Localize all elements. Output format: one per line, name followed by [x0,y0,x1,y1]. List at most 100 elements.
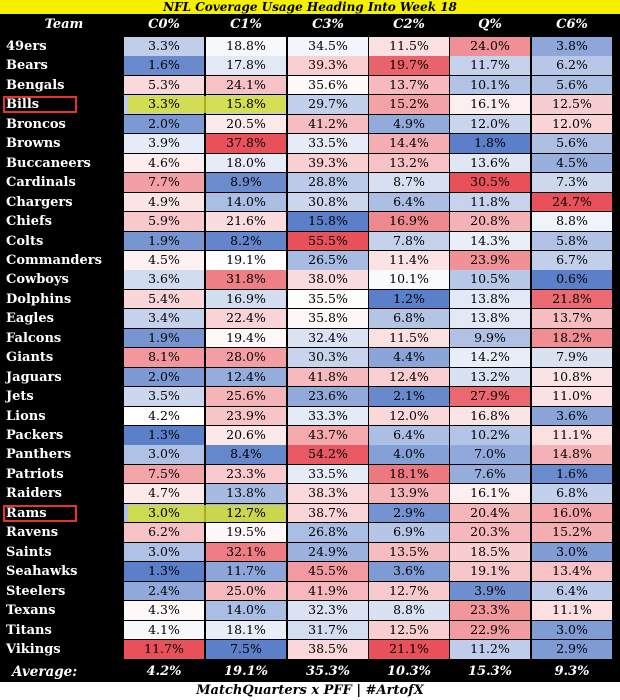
data-cell: 10.5% [450,270,530,289]
data-cell: 23.3% [206,464,286,484]
data-cell: 24.9% [288,542,368,562]
data-cell: 5.6% [532,134,612,153]
data-cell: 1.3% [124,562,204,581]
column-header: C3% [312,17,344,32]
data-cell: 25.0% [206,581,286,601]
data-cell: 24.1% [206,75,286,95]
data-cell: 2.9% [369,503,449,523]
team-name: Falcons [6,330,62,346]
data-cell: 10.8% [532,367,612,387]
data-cell: 20.3% [450,523,530,542]
team-name: Giants [6,350,54,366]
data-cell: 7.6% [450,464,530,484]
average-value: 15.3% [467,664,512,679]
team-name: Browns [6,136,61,152]
data-cell: 0.6% [532,270,612,289]
data-cell: 20.4% [450,503,530,523]
data-cell: 4.0% [369,445,449,465]
average-value: 4.2% [146,664,182,679]
data-cell: 11.2% [450,639,530,659]
data-cell: 12.4% [369,367,449,387]
data-cell: 37.8% [206,134,286,153]
data-cell: 7.5% [124,464,204,484]
data-cell: 1.3% [124,426,204,445]
column-header: C2% [393,17,425,32]
data-cell: 21.6% [206,212,286,231]
data-cell: 30.5% [450,173,530,192]
team-name: Commanders [6,252,102,268]
data-cell: 32.4% [288,328,368,348]
data-cell: 19.7% [369,56,449,76]
data-cell: 11.5% [369,37,449,56]
data-cell: 33.5% [288,134,368,153]
data-cell: 7.8% [369,231,449,251]
data-cell: 14.3% [450,231,530,251]
data-cell: 18.1% [369,464,449,484]
average-value: 35.3% [305,664,350,679]
data-cell: 38.5% [288,639,368,659]
data-cell: 13.7% [369,75,449,95]
team-highlight-box [3,96,77,114]
data-cell: 55.5% [288,231,368,251]
team-name: Saints [6,544,52,560]
data-cell: 18.5% [450,542,530,562]
data-cell: 10.1% [369,270,449,289]
data-cell: 8.8% [532,212,612,231]
data-cell: 1.9% [124,328,204,348]
team-name: Cardinals [6,175,76,191]
team-highlight-box [3,504,77,522]
data-cell: 13.7% [532,309,612,328]
data-cell: 13.8% [206,484,286,503]
data-cell: 14.0% [206,601,286,620]
data-cell: 16.1% [450,484,530,503]
data-cell: 3.5% [124,387,204,406]
team-name: Jets [6,389,34,405]
data-cell: 2.4% [124,581,204,601]
column-header: C0% [148,17,180,32]
data-cell: 11.7% [124,639,204,659]
data-cell: 12.4% [206,367,286,387]
data-cell: 6.8% [532,484,612,503]
highlighted-cell-text: 15.8% [226,96,266,112]
data-cell: 3.3% [124,37,204,56]
data-cell: 19.5% [206,523,286,542]
column-header: C1% [230,17,262,32]
data-cell: 26.5% [288,250,368,270]
chart-title: NFL Coverage Usage Heading Into Week 18 [0,0,620,14]
team-name: Titans [6,622,52,638]
data-cell: 38.7% [288,503,368,523]
data-cell: 4.1% [124,620,204,640]
team-name: Jaguars [6,369,62,385]
data-cell: 24.0% [450,37,530,56]
highlighted-cell-text: 3.3% [148,96,180,112]
data-cell: 19.4% [206,328,286,348]
data-cell: 34.5% [288,37,368,56]
data-cell: 1.6% [532,464,612,484]
data-cell: 22.9% [450,620,530,640]
data-cell: 15.2% [369,95,449,114]
average-value: 10.3% [386,664,431,679]
team-name: Raiders [6,486,62,502]
data-cell: 2.0% [124,114,204,134]
data-cell: 33.3% [288,406,368,426]
data-cell: 1.8% [450,134,530,153]
data-cell: 3.6% [532,406,612,426]
data-cell: 5.4% [124,289,204,309]
data-cell: 24.7% [532,192,612,212]
data-cell: 4.9% [124,192,204,212]
data-cell: 39.3% [288,56,368,76]
data-cell: 23.9% [206,406,286,426]
data-cell: 3.6% [124,270,204,289]
data-cell: 1.2% [369,289,449,309]
data-cell: 43.7% [288,426,368,445]
data-cell: 12.7% [369,581,449,601]
data-cell: 13.2% [450,367,530,387]
data-cell: 15.2% [532,523,612,542]
data-cell: 12.5% [369,620,449,640]
data-cell: 16.0% [532,503,612,523]
data-cell: 41.8% [288,367,368,387]
data-cell: 14.0% [206,192,286,212]
data-cell: 41.9% [288,581,368,601]
data-cell: 3.9% [124,134,204,153]
footer-credit: MatchQuarters x PFF | #ArtofX [0,682,620,700]
